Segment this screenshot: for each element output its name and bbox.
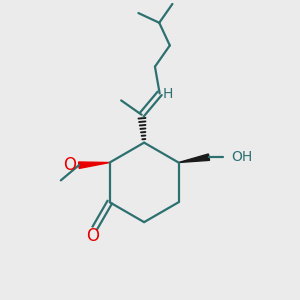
Text: O: O (86, 227, 99, 245)
Polygon shape (79, 162, 110, 168)
Text: O: O (64, 156, 76, 174)
Text: H: H (163, 87, 173, 101)
Text: OH: OH (231, 150, 252, 164)
Polygon shape (178, 154, 209, 163)
